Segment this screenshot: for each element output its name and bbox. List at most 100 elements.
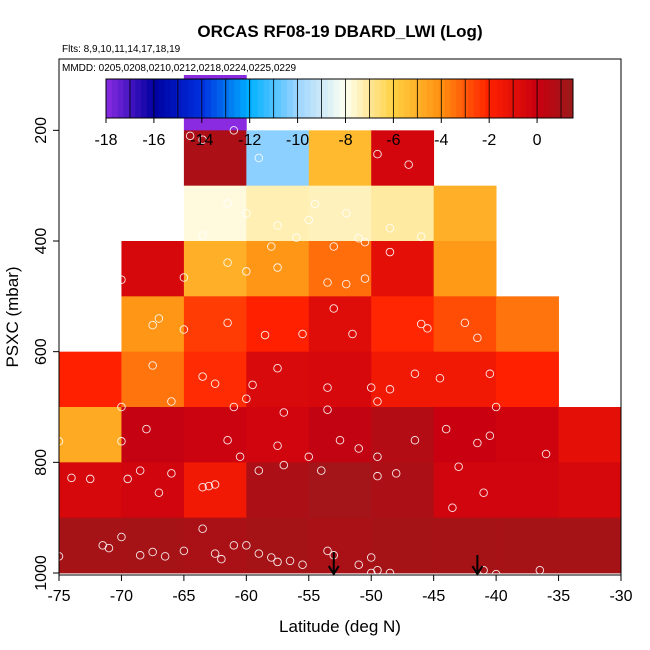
colorbar-segment	[497, 79, 504, 118]
x-tick-label: -30	[609, 588, 632, 605]
heatmap-cell	[246, 296, 310, 353]
sample-point	[279, 408, 289, 417]
sample-point	[373, 471, 382, 481]
heatmap-cell	[308, 351, 372, 408]
sample-point	[142, 424, 151, 434]
sample-point	[198, 135, 207, 144]
sample-point	[179, 325, 189, 334]
sample-point	[160, 552, 170, 561]
sample-point	[341, 279, 351, 289]
sample-point	[235, 452, 245, 462]
colorbar-segment	[374, 79, 381, 118]
sample-point	[148, 547, 157, 557]
heatmap-cell	[558, 407, 622, 463]
y-tick-label: 1000	[33, 555, 50, 591]
heatmap-cell	[59, 351, 122, 408]
x-tick-label: -60	[235, 588, 258, 605]
sample-point	[154, 488, 164, 498]
colorbar-tick-label: -2	[482, 132, 496, 149]
heatmap-cell	[371, 517, 435, 574]
heatmap-cell	[59, 517, 122, 574]
heatmap-cell	[308, 130, 372, 187]
colorbar-segment	[234, 79, 241, 118]
colorbar-segment	[141, 79, 148, 118]
x-tick-label: -55	[297, 588, 320, 605]
sample-point	[366, 383, 376, 392]
heatmap-cell	[246, 130, 310, 187]
colorbar-segment	[187, 79, 195, 118]
sample-point	[491, 402, 501, 412]
colorbar-segment	[304, 79, 311, 118]
heatmap-cell	[496, 407, 559, 463]
colorbar-segment	[158, 79, 165, 118]
x-tick-label: -50	[360, 588, 383, 605]
heatmap-cell	[183, 241, 247, 297]
heatmap-cell	[308, 241, 372, 297]
sample-point	[273, 263, 282, 272]
colorbar-frame	[105, 78, 574, 119]
colorbar-segment	[403, 79, 411, 118]
sample-points	[54, 126, 551, 579]
sample-point	[242, 209, 251, 218]
colorbar-segment	[333, 79, 340, 118]
colorbar-segment	[532, 79, 539, 118]
sample-point	[485, 431, 495, 441]
heatmap-cell	[183, 462, 247, 519]
colorbar-segment	[228, 79, 235, 118]
sample-point	[273, 221, 282, 230]
heatmap-cell	[121, 407, 185, 463]
colorbar-segment	[106, 79, 113, 118]
y-tick-label: 400	[33, 228, 50, 255]
sample-point	[242, 394, 251, 403]
heatmap-cell	[183, 407, 247, 463]
colorbar-segment	[514, 79, 521, 118]
sample-point	[254, 466, 264, 475]
colorbar-segment	[117, 79, 125, 118]
sample-point	[167, 469, 176, 478]
colorbar-segment	[310, 79, 317, 118]
sample-point	[229, 402, 239, 412]
heatmap-cell	[496, 462, 559, 519]
heatmap-cell	[433, 296, 497, 353]
heatmap-cell	[59, 407, 122, 463]
colorbar-segment	[438, 79, 446, 118]
sample-point	[410, 435, 420, 445]
sample-point	[217, 554, 226, 564]
colorbar-segment	[216, 79, 224, 118]
colorbar-tick-label: 0	[533, 132, 542, 149]
heatmap-cell	[433, 351, 497, 408]
sample-point	[310, 199, 320, 209]
heatmap-cell	[246, 517, 310, 574]
colorbar-segment	[549, 79, 556, 118]
colorbar-segment	[246, 79, 253, 118]
sample-point	[460, 318, 470, 328]
flights-subtitle: Flts: 8,9,10,11,14,17,18,19	[62, 44, 181, 55]
sample-point	[323, 278, 332, 287]
colorbar-segment	[345, 79, 352, 118]
sample-point	[360, 237, 370, 247]
sample-point	[485, 369, 495, 379]
sample-point	[167, 397, 176, 406]
sample-point	[385, 385, 395, 394]
heatmap-cell	[558, 517, 622, 574]
heatmap-cell	[246, 185, 310, 242]
sample-point	[267, 242, 276, 251]
sample-point	[179, 546, 189, 556]
sample-point	[348, 329, 357, 339]
heatmap-cell	[121, 296, 185, 353]
sample-point	[373, 452, 382, 462]
arrow-head	[471, 565, 484, 576]
sample-point	[304, 215, 314, 225]
sample-point	[117, 275, 126, 284]
colorbar-segment	[362, 79, 370, 118]
sample-point	[242, 267, 251, 276]
colorbar-segment	[386, 79, 393, 118]
colorbar-segment	[269, 79, 276, 118]
sample-point	[85, 474, 95, 484]
heatmap-cell	[371, 130, 435, 187]
colorbar-segment	[123, 79, 130, 118]
colorbar-segment	[111, 79, 119, 118]
sample-point	[260, 330, 270, 340]
colorbar-tick-label: -18	[94, 132, 117, 149]
